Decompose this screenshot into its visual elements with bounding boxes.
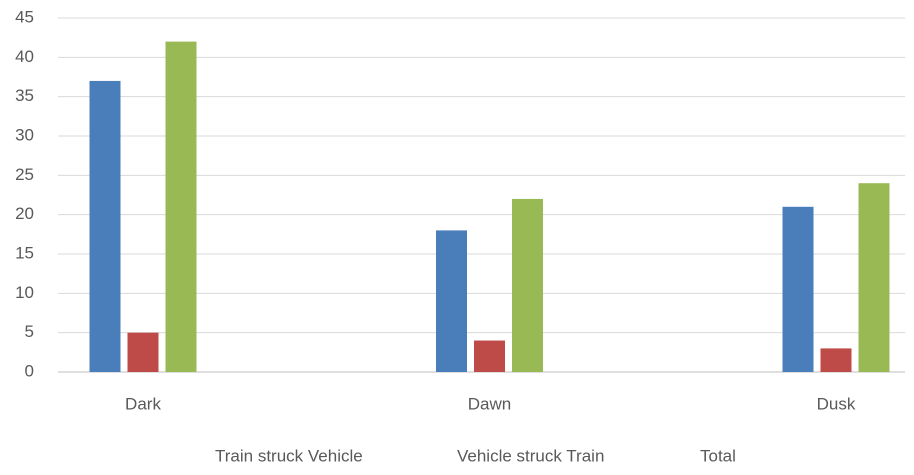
y-tick-label: 0 [25, 361, 34, 380]
bar [165, 41, 197, 372]
legend-label: Total [700, 446, 736, 465]
y-tick-label: 35 [15, 86, 34, 105]
bar [474, 340, 505, 372]
y-tick-label: 40 [15, 47, 34, 66]
legend-label: Vehicle struck Train [457, 446, 604, 465]
x-tick-label: Dusk [817, 394, 856, 413]
y-tick-label: 10 [15, 283, 34, 302]
y-tick-label: 20 [15, 204, 34, 223]
y-tick-label: 15 [15, 243, 34, 262]
y-tick-label: 25 [15, 165, 34, 184]
bar [820, 348, 852, 372]
y-tick-label: 45 [15, 7, 34, 26]
y-tick-label: 5 [25, 322, 34, 341]
legend-label: Train struck Vehicle [215, 446, 363, 465]
bar [858, 183, 890, 372]
bar [89, 80, 121, 372]
x-tick-label: Dawn [468, 394, 511, 413]
y-tick-label: 30 [15, 125, 34, 144]
x-tick-label: Dark [125, 394, 161, 413]
bar [127, 332, 159, 372]
bar [436, 230, 467, 372]
bar [512, 198, 543, 372]
bar [782, 206, 814, 372]
